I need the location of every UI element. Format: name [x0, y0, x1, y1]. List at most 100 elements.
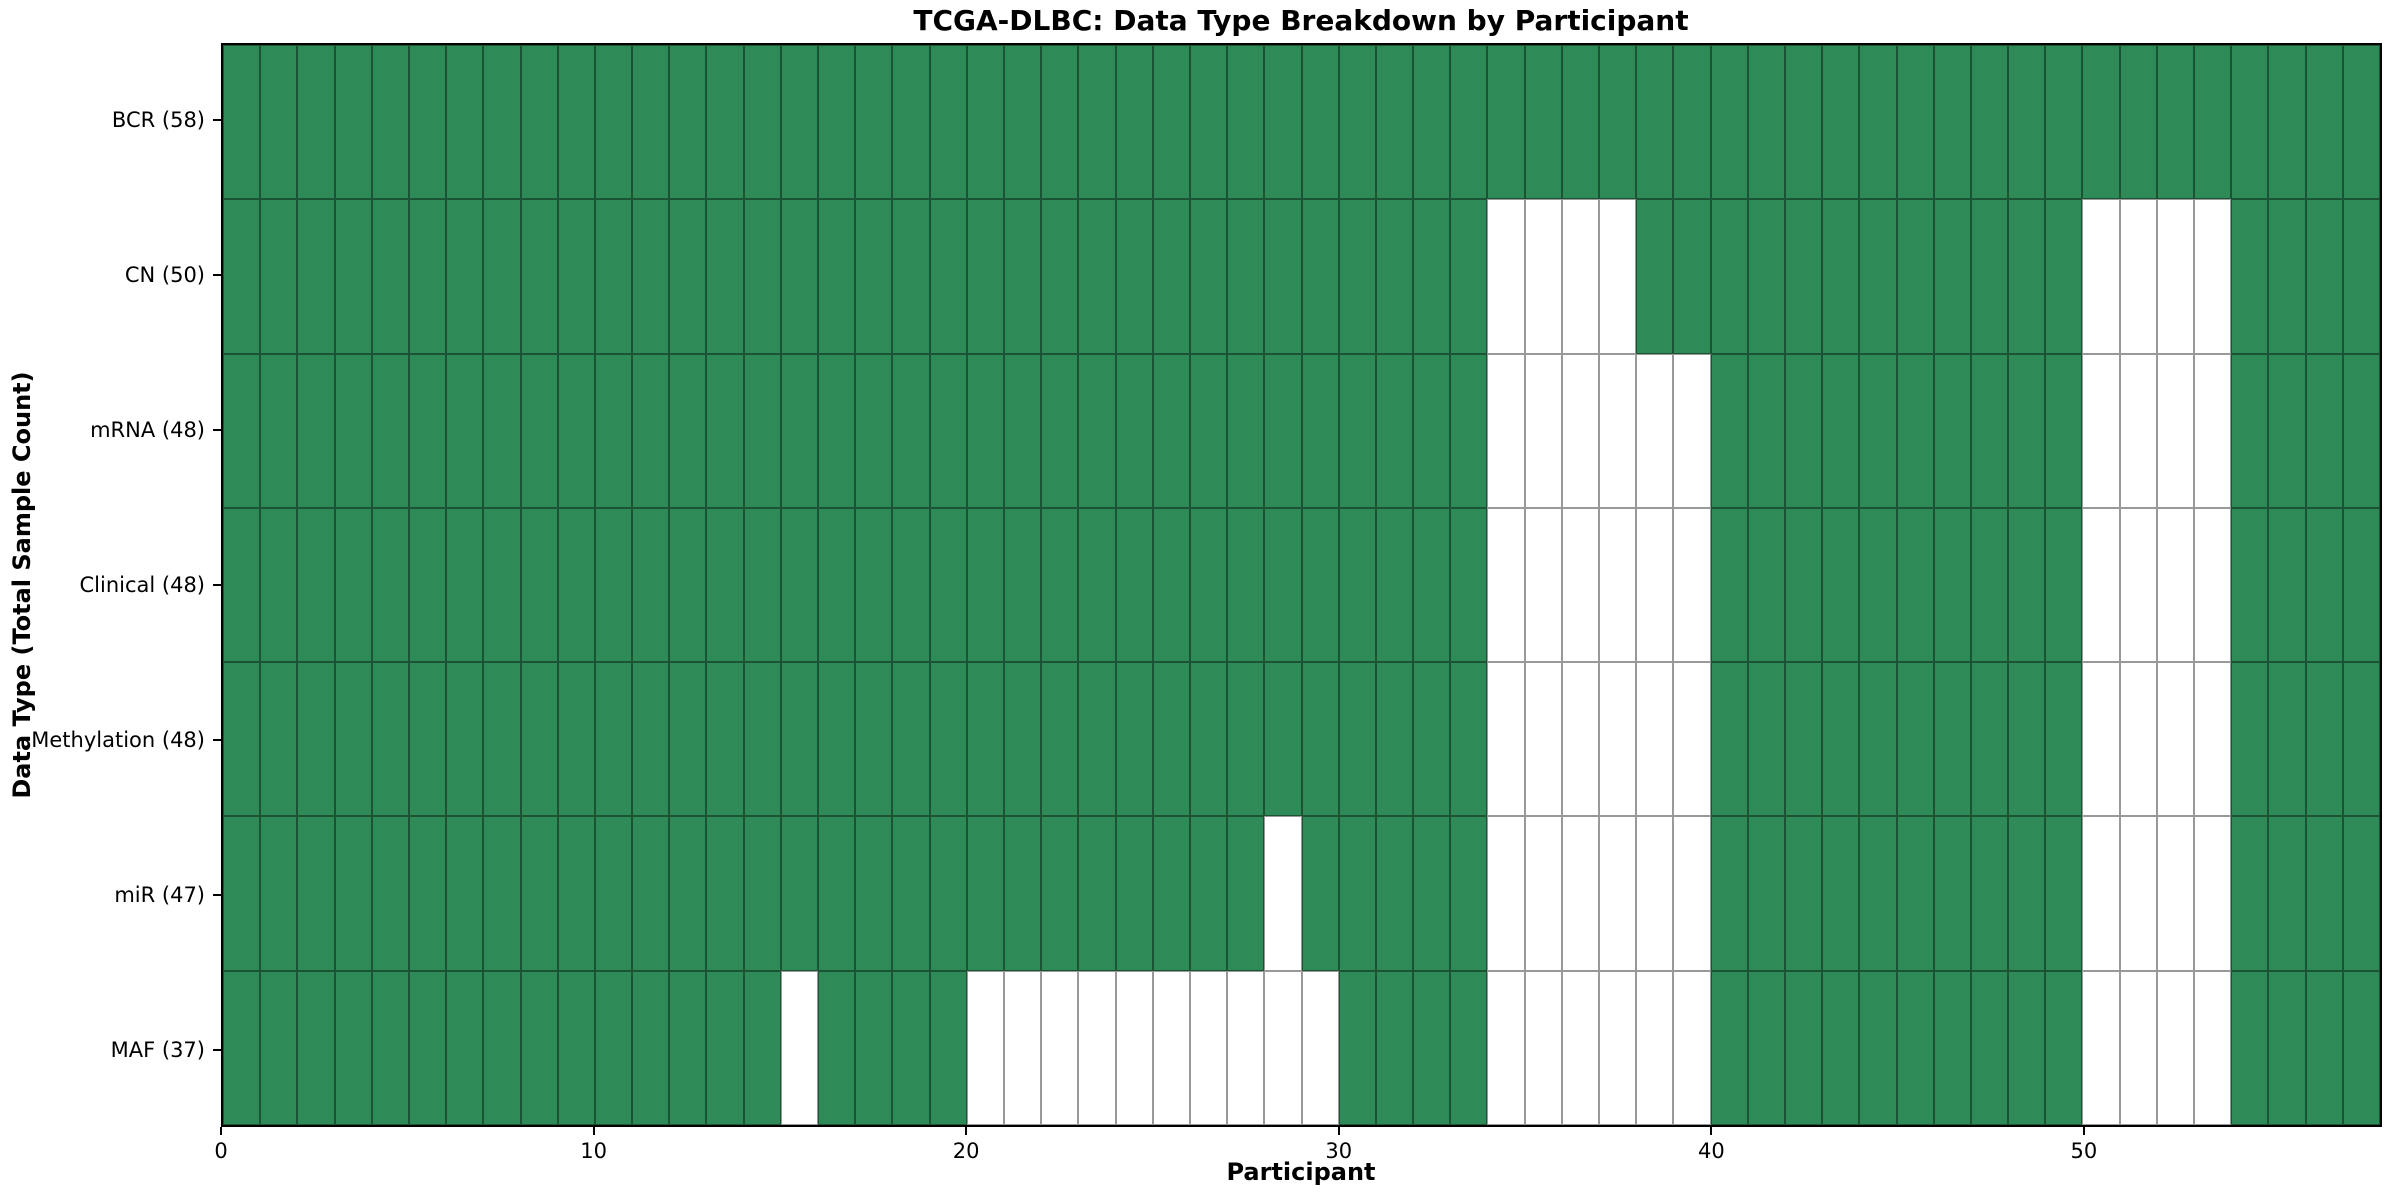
heatmap-cell — [669, 353, 707, 508]
heatmap-cell — [1636, 507, 1674, 663]
heatmap-cell — [1301, 816, 1339, 971]
heatmap-cell — [2268, 662, 2306, 817]
heatmap-cell — [520, 970, 558, 1125]
heatmap-cell — [1338, 970, 1376, 1125]
heatmap-cell — [632, 662, 670, 817]
heatmap-cell — [2305, 353, 2343, 508]
heatmap-cell — [1338, 507, 1376, 663]
heatmap-cell — [1189, 662, 1228, 817]
heatmap-cell — [557, 507, 595, 663]
heatmap-cell — [1970, 970, 2009, 1125]
y-tick-label: Methylation (48) — [31, 727, 205, 752]
heatmap-cell — [371, 970, 409, 1125]
heatmap-cell — [929, 507, 967, 663]
heatmap-cell — [1227, 353, 1265, 508]
heatmap-cell — [2008, 199, 2046, 354]
heatmap-cell — [408, 970, 447, 1125]
heatmap-cell — [1970, 45, 2009, 200]
heatmap-cell — [2231, 199, 2269, 354]
heatmap-cell — [2268, 507, 2306, 663]
heatmap-cell — [1115, 970, 1153, 1125]
heatmap-cell — [2268, 970, 2306, 1125]
heatmap-cell — [1189, 45, 1228, 200]
heatmap-cell — [1896, 970, 1934, 1125]
heatmap-cell — [1152, 199, 1190, 354]
heatmap-cell — [1896, 507, 1934, 663]
heatmap-cell — [669, 199, 707, 354]
heatmap-cell — [1561, 816, 1600, 971]
heatmap-cell — [1487, 45, 1525, 200]
heatmap-cell — [743, 970, 781, 1125]
heatmap-cell — [1003, 353, 1042, 508]
heatmap-cell — [1041, 662, 1079, 817]
heatmap-cell — [1003, 507, 1042, 663]
heatmap-cell — [1450, 199, 1488, 354]
heatmap-cell — [1673, 353, 1711, 508]
heatmap-cell — [1227, 816, 1265, 971]
heatmap-cell — [1450, 507, 1488, 663]
heatmap-cell — [594, 45, 633, 200]
heatmap-cell — [223, 353, 261, 508]
heatmap-cell — [1636, 816, 1674, 971]
heatmap-cell — [1822, 353, 1860, 508]
heatmap-cell — [2045, 662, 2083, 817]
heatmap-cell — [1003, 45, 1042, 200]
heatmap-cell — [334, 970, 372, 1125]
heatmap-cell — [520, 662, 558, 817]
y-axis: BCR (58) CN (50) mRNA (48) Clinical (48) Met… — [0, 43, 221, 1127]
heatmap-cell — [855, 816, 893, 971]
heatmap-cell — [743, 662, 781, 817]
heatmap-cell — [1041, 199, 1079, 354]
heatmap-cell — [1189, 199, 1228, 354]
heatmap-cell — [1041, 353, 1079, 508]
heatmap-cell — [1599, 507, 1637, 663]
heatmap-cell — [2305, 816, 2343, 971]
heatmap-cell — [1227, 199, 1265, 354]
heatmap-cell — [2305, 45, 2343, 200]
y-tick-mark — [213, 584, 221, 586]
heatmap-cell — [594, 507, 633, 663]
heatmap-cell — [1784, 662, 1823, 817]
heatmap-cell — [1710, 970, 1748, 1125]
heatmap-cell — [1078, 816, 1116, 971]
heatmap-cell — [1227, 662, 1265, 817]
heatmap-cell — [706, 45, 744, 200]
heatmap-cell — [483, 662, 521, 817]
heatmap-cell — [1487, 970, 1525, 1125]
heatmap-cell — [1301, 199, 1339, 354]
heatmap-cell — [1450, 45, 1488, 200]
heatmap-cell — [483, 45, 521, 200]
heatmap-cell — [1524, 970, 1562, 1125]
heatmap-cell — [1673, 507, 1711, 663]
heatmap-cell — [2194, 353, 2232, 508]
heatmap-cell — [780, 199, 819, 354]
plot-area: PresentAbsent — [221, 43, 2382, 1127]
heatmap-cell — [1896, 816, 1934, 971]
heatmap-cell — [1524, 199, 1562, 354]
heatmap-cell — [1450, 662, 1488, 817]
heatmap-cell — [446, 45, 484, 200]
heatmap-cell — [1413, 970, 1451, 1125]
heatmap-cell — [1264, 199, 1302, 354]
heatmap-cell — [2194, 816, 2232, 971]
heatmap-cell — [1115, 353, 1153, 508]
heatmap-cell — [706, 507, 744, 663]
heatmap-cell — [818, 199, 856, 354]
heatmap-cell — [1896, 199, 1934, 354]
heatmap-cell — [1524, 507, 1562, 663]
heatmap-cell — [1227, 507, 1265, 663]
heatmap-cell — [855, 662, 893, 817]
heatmap-cell — [632, 816, 670, 971]
heatmap-cell — [855, 353, 893, 508]
heatmap-cell — [1078, 970, 1116, 1125]
heatmap-cell — [1264, 662, 1302, 817]
heatmap-cell — [260, 662, 298, 817]
heatmap-cell — [2008, 816, 2046, 971]
heatmap-cell — [1822, 45, 1860, 200]
heatmap-cell — [334, 45, 372, 200]
heatmap-cell — [1747, 45, 1785, 200]
heatmap-cell — [594, 353, 633, 508]
heatmap-cell — [334, 662, 372, 817]
heatmap-cell — [1487, 199, 1525, 354]
heatmap-cell — [297, 507, 335, 663]
